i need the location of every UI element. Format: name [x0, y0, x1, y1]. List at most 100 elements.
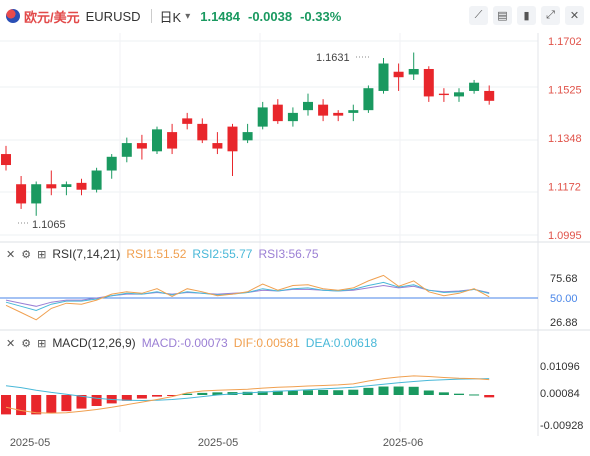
macd-bar: [272, 390, 283, 395]
candle: [408, 68, 419, 75]
macd-bar: [333, 390, 344, 395]
settings-icon[interactable]: ⚙: [21, 337, 32, 350]
candle: [182, 118, 193, 124]
rsi-tick: 75.68: [550, 273, 578, 285]
rsi2-value: RSI2:55.77: [192, 247, 253, 261]
currency-flag-icon: [6, 9, 20, 23]
candle: [61, 184, 72, 187]
candle: [363, 88, 374, 111]
price-tick: 1.1525: [548, 85, 582, 97]
macd-tick: 0.00084: [540, 388, 580, 400]
candle: [348, 110, 359, 113]
rsi1-value: RSI1:51.52: [126, 247, 187, 261]
candle: [152, 129, 162, 152]
macd-bar: [257, 391, 268, 395]
candle: [1, 154, 11, 166]
candle: [272, 104, 283, 122]
macd-bar: [242, 391, 253, 395]
last-price: 1.1484: [200, 8, 240, 24]
rsi3-value: RSI3:56.75: [258, 247, 319, 261]
dif-line: [5, 375, 490, 414]
candle: [167, 132, 178, 149]
candle-tool-icon[interactable]: ▮: [517, 6, 536, 25]
rsi-tick: 50.00: [550, 293, 578, 305]
bar-tool-icon[interactable]: ▤: [493, 6, 512, 25]
settings-icon[interactable]: ⚙: [21, 248, 32, 261]
candle: [136, 143, 147, 149]
macd-legend: ✕ ⚙ ⊞ MACD(12,26,9) MACD:-0.00073 DIF:0.…: [6, 336, 383, 350]
macd-bar: [318, 389, 329, 395]
pair-name[interactable]: 欧元/美元: [24, 9, 80, 25]
rsi2-line: [5, 281, 490, 312]
macd-bar: [212, 392, 223, 395]
close-icon[interactable]: ✕: [6, 337, 16, 350]
line-tool-icon[interactable]: ⟋: [469, 6, 488, 25]
macd-bar: [197, 392, 208, 395]
rsi1-line: [5, 274, 490, 321]
candle: [46, 184, 57, 189]
macd-bar: [378, 386, 389, 395]
candle: [257, 107, 268, 127]
macd-bar: [438, 392, 449, 395]
macd-bar: [76, 395, 87, 409]
macd-bar: [363, 387, 374, 395]
candle: [227, 126, 238, 152]
candle: [318, 104, 329, 116]
close-icon[interactable]: ✕: [565, 6, 584, 25]
price-change: -0.0038: [248, 8, 293, 24]
date-tick: 2025-06: [383, 437, 423, 449]
macd-bar: [152, 395, 162, 397]
candle: [303, 101, 313, 111]
candle: [197, 123, 208, 141]
candle: [106, 156, 117, 171]
macd-bar: [182, 393, 193, 395]
expand-icon[interactable]: ⤢: [541, 6, 560, 25]
candle: [212, 143, 223, 149]
price-change-pct: -0.33%: [300, 8, 342, 24]
candle: [393, 71, 404, 78]
price-tick: 1.1172: [548, 181, 581, 193]
macd-bar: [454, 393, 464, 395]
macd-bar: [61, 395, 72, 412]
macd-value: MACD:-0.00073: [141, 336, 228, 350]
macd-bar: [423, 390, 434, 395]
dif-value: DIF:0.00581: [233, 336, 300, 350]
macd-bar: [121, 395, 132, 401]
candle: [16, 184, 27, 204]
date-tick: 2025-05: [198, 437, 238, 449]
macd-bar: [484, 395, 495, 398]
macd-bar: [303, 390, 313, 395]
rsi-tick: 26.88: [550, 317, 578, 329]
macd-bar: [287, 390, 298, 395]
macd-bar: [16, 395, 27, 416]
price-tick: 1.1702: [548, 36, 582, 48]
period-selector[interactable]: 日K: [159, 9, 182, 25]
dea-value: DEA:0.00618: [305, 336, 378, 350]
candle: [438, 93, 449, 96]
macd-bar: [348, 389, 359, 395]
macd-bar: [469, 394, 480, 396]
macd-bar: [408, 386, 419, 395]
divider: [150, 9, 152, 23]
rsi-name: RSI(7,14,21): [52, 247, 121, 261]
low-annotation: 1.1065: [32, 219, 66, 231]
date-tick: 2025-05: [10, 437, 50, 449]
close-icon[interactable]: ✕: [6, 248, 16, 261]
chevron-down-icon[interactable]: ▾: [185, 10, 191, 22]
macd-bar: [136, 395, 147, 399]
grid-icon[interactable]: ⊞: [37, 248, 47, 261]
candle: [378, 63, 389, 91]
macd-bar: [167, 395, 178, 396]
grid-icon[interactable]: ⊞: [37, 337, 47, 350]
candle: [91, 170, 102, 190]
chart-header: 欧元/美元 EURUSD 日K ▾ 1.1484 -0.0038 -0.33% …: [0, 0, 590, 32]
macd-bar: [393, 386, 404, 395]
candle: [484, 90, 495, 101]
rsi3-line: [5, 284, 490, 307]
toolbar: ⟋ ▤ ▮ ⤢ ✕: [469, 6, 584, 25]
candle: [242, 132, 253, 141]
macd-bar: [46, 395, 57, 414]
dea-line: [5, 378, 490, 402]
pair-code: EURUSD: [85, 8, 141, 24]
